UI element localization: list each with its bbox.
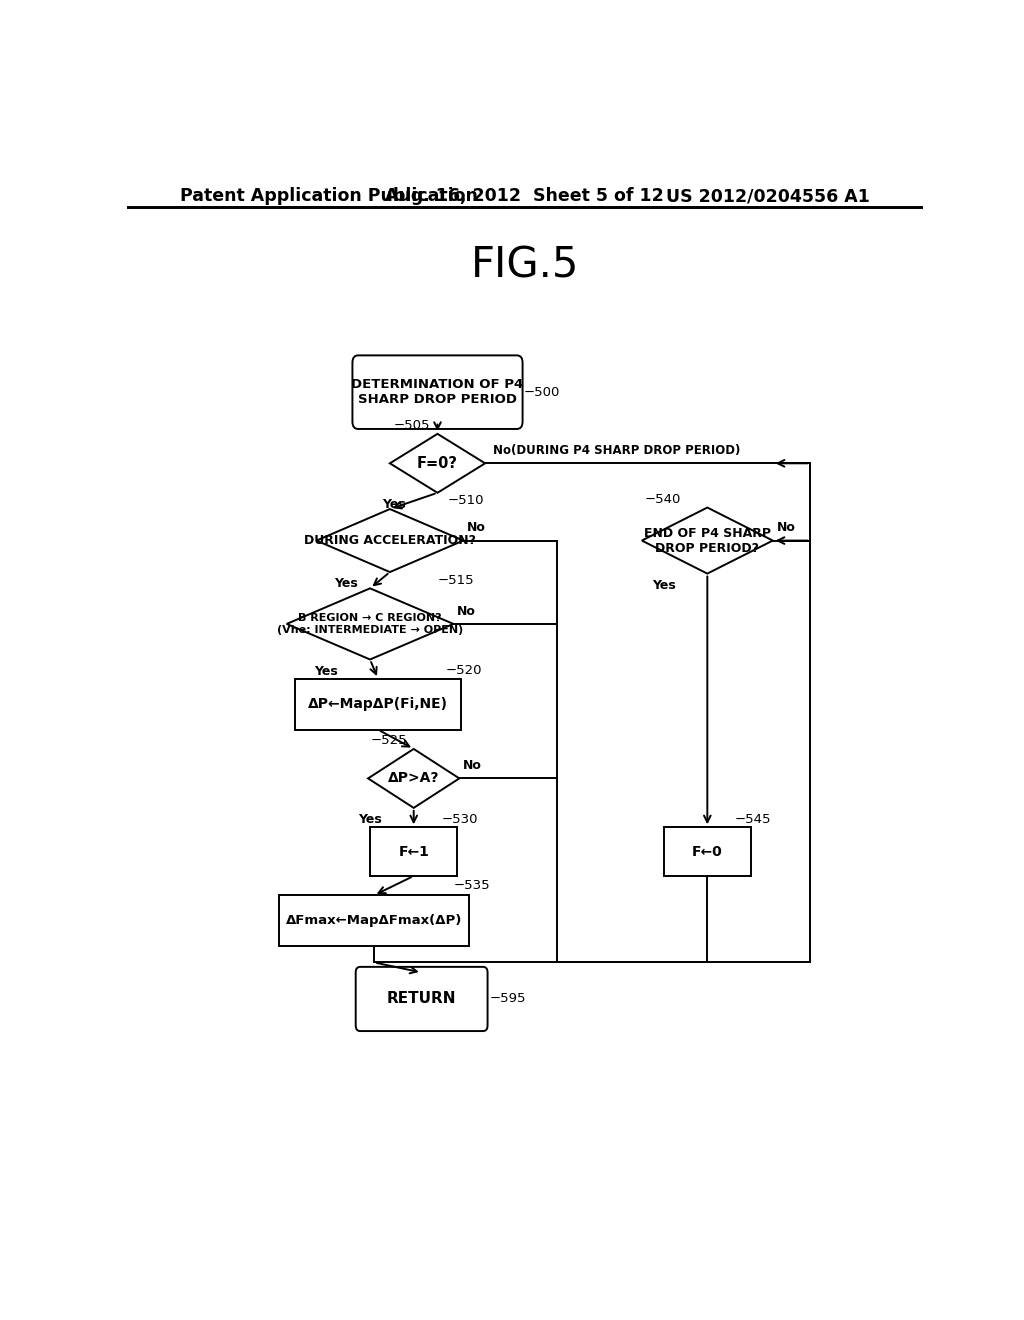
Polygon shape [368,748,460,808]
Text: No: No [467,521,486,535]
Text: −520: −520 [445,664,482,677]
Text: −505: −505 [394,420,430,432]
Text: DURING ACCELERATION?: DURING ACCELERATION? [304,535,476,546]
Text: No: No [777,521,796,535]
Text: −515: −515 [437,574,474,586]
Text: DETERMINATION OF P4
SHARP DROP PERIOD: DETERMINATION OF P4 SHARP DROP PERIOD [351,378,523,407]
Text: ΔFmax←MapΔFmax(ΔP): ΔFmax←MapΔFmax(ΔP) [286,915,462,927]
Bar [370,828,458,876]
Text: RETURN: RETURN [387,991,457,1006]
Text: Yes: Yes [335,577,358,590]
Text: F←1: F←1 [398,845,429,858]
Text: −525: −525 [371,734,408,747]
Text: −500: −500 [523,385,559,399]
Polygon shape [316,510,463,572]
Text: B REGION → C REGION?
(Vhe: INTERMEDIATE → OPEN): B REGION → C REGION? (Vhe: INTERMEDIATE … [276,612,463,635]
Text: Aug. 16, 2012  Sheet 5 of 12: Aug. 16, 2012 Sheet 5 of 12 [385,187,665,205]
Text: Patent Application Publication: Patent Application Publication [179,187,477,205]
Text: No: No [463,759,482,772]
Bar [295,678,462,730]
Text: US 2012/0204556 A1: US 2012/0204556 A1 [667,187,870,205]
Text: Yes: Yes [382,498,406,511]
Text: No(DURING P4 SHARP DROP PERIOD): No(DURING P4 SHARP DROP PERIOD) [494,445,740,457]
Text: Yes: Yes [358,813,382,826]
Text: −595: −595 [489,993,526,1006]
FancyBboxPatch shape [355,966,487,1031]
Polygon shape [642,507,773,574]
Text: ΔP>A?: ΔP>A? [388,771,439,785]
FancyBboxPatch shape [352,355,522,429]
Text: Yes: Yes [652,578,676,591]
Text: −530: −530 [441,813,478,825]
Text: F=0?: F=0? [417,455,458,471]
Text: Yes: Yes [314,664,338,677]
Text: −535: −535 [454,879,490,891]
Text: No: No [458,605,476,618]
Polygon shape [287,589,454,660]
Bar [279,895,469,946]
Text: END OF P4 SHARP
DROP PERIOD?: END OF P4 SHARP DROP PERIOD? [644,527,771,554]
Text: −540: −540 [644,492,681,506]
Text: −510: −510 [447,495,484,507]
Text: F←0: F←0 [692,845,723,858]
Bar [664,828,751,876]
Text: −545: −545 [735,813,772,825]
Polygon shape [390,434,485,492]
Text: FIG.5: FIG.5 [471,244,579,286]
Text: ΔP←MapΔP(Fi,NE): ΔP←MapΔP(Fi,NE) [308,697,447,711]
